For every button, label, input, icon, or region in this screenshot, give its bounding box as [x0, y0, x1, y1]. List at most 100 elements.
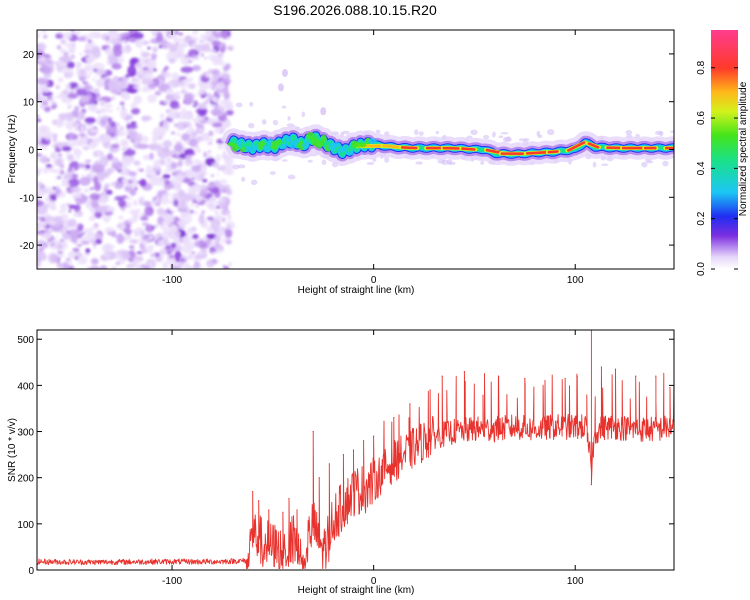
noise-blob: [171, 242, 177, 249]
noise-blob: [226, 109, 234, 116]
snr-content: [37, 330, 674, 570]
noise-blob: [121, 116, 126, 120]
faint-blob: [321, 159, 327, 166]
noise-blob: [93, 88, 100, 93]
y-tick-label: 400: [17, 381, 34, 392]
snr-spike-point: [393, 417, 395, 419]
noise-blob: [126, 123, 132, 130]
noise-blob: [111, 116, 114, 119]
faint-blob: [601, 163, 609, 166]
noise-blob: [37, 92, 42, 103]
snr-dip-point: [590, 484, 592, 486]
faint-blob: [282, 159, 288, 162]
noise-blob: [51, 169, 60, 174]
faint-blob: [248, 122, 255, 129]
noise-blob: [50, 242, 55, 247]
noise-blob: [212, 98, 220, 104]
noise-blob: [129, 209, 140, 215]
noise-blob: [126, 121, 130, 124]
noise-blob: [52, 143, 56, 147]
noise-blob: [184, 193, 193, 202]
colorbar-tick-label: 0.6: [696, 111, 707, 125]
noise-blob: [37, 142, 42, 146]
noise-blob: [94, 233, 102, 240]
noise-blob: [99, 155, 109, 167]
noise-blob: [156, 171, 160, 176]
noise-blob: [222, 150, 226, 155]
noise-blob: [204, 202, 208, 206]
noise-blob: [162, 139, 173, 148]
noise-blob: [226, 118, 229, 122]
noise-blob: [141, 78, 154, 86]
noise-blob: [83, 49, 93, 54]
noise-blob: [69, 161, 80, 171]
noise-blob: [215, 154, 221, 163]
noise-blob: [81, 174, 85, 177]
noise-blob: [37, 255, 42, 265]
noise-blob: [114, 196, 125, 201]
noise-blob: [200, 248, 207, 253]
noise-blob: [67, 218, 77, 228]
noise-blob: [112, 44, 123, 57]
noise-blob: [223, 78, 232, 85]
noise-blob: [219, 179, 228, 184]
ridge-blob: [236, 139, 243, 147]
noise-blob: [184, 159, 194, 167]
noise-blob: [168, 218, 173, 222]
noise-blob: [107, 109, 114, 113]
faint-blob: [277, 83, 284, 92]
noise-blob: [194, 254, 204, 260]
noise-blob: [83, 64, 92, 73]
noise-blob: [136, 143, 149, 150]
noise-blob: [170, 131, 176, 135]
noise-blob: [170, 88, 173, 93]
noise-blob: [41, 30, 47, 33]
noise-blob: [139, 231, 146, 235]
noise-blob: [204, 73, 210, 78]
noise-blob: [90, 258, 99, 265]
noise-blob: [180, 89, 187, 94]
noise-blob: [154, 33, 158, 36]
noise-blob: [186, 163, 191, 166]
noise-blob: [203, 118, 207, 121]
noise-blob: [158, 136, 163, 140]
ridge-blob: [249, 145, 256, 152]
noise-blob: [136, 167, 141, 171]
noise-blob: [121, 93, 131, 101]
noise-blob: [200, 34, 205, 40]
noise-blob: [86, 233, 95, 237]
noise-blob: [129, 239, 139, 244]
noise-blob: [37, 115, 40, 118]
noise-blob: [151, 30, 156, 35]
noise-blob: [157, 143, 164, 147]
noise-blob: [181, 40, 188, 49]
snr-spike-point: [614, 368, 617, 370]
noise-blob: [95, 151, 102, 157]
noise-blob: [209, 196, 217, 202]
noise-blob: [97, 133, 112, 143]
noise-blob: [211, 73, 220, 83]
noise-blob: [206, 259, 215, 268]
x-tick-label: 100: [567, 275, 584, 286]
noise-blob: [200, 133, 209, 142]
colorbar-label: Normalized spectral amplitude: [738, 81, 749, 216]
faint-blob: [492, 131, 496, 138]
noise-blob: [38, 247, 45, 252]
snr-y-ticks: 0 100 200 300 400 500: [17, 335, 674, 577]
noise-blob: [195, 135, 203, 143]
faint-blob: [523, 138, 530, 142]
noise-blob: [163, 98, 172, 104]
noise-blob: [57, 153, 63, 157]
noise-blob: [192, 65, 202, 72]
ridge-blob: [343, 146, 349, 152]
noise-blob: [48, 193, 57, 203]
snr-spike-point: [655, 375, 657, 377]
ridge-blob: [368, 138, 377, 145]
noise-blob: [127, 217, 138, 224]
noise-blob: [91, 225, 99, 230]
noise-blob: [117, 107, 120, 110]
noise-blob: [168, 58, 176, 64]
spectrogram-y-ticks: -20 -10 0 10 20: [20, 50, 674, 252]
noise-blob: [221, 239, 227, 244]
noise-blob: [128, 266, 133, 269]
